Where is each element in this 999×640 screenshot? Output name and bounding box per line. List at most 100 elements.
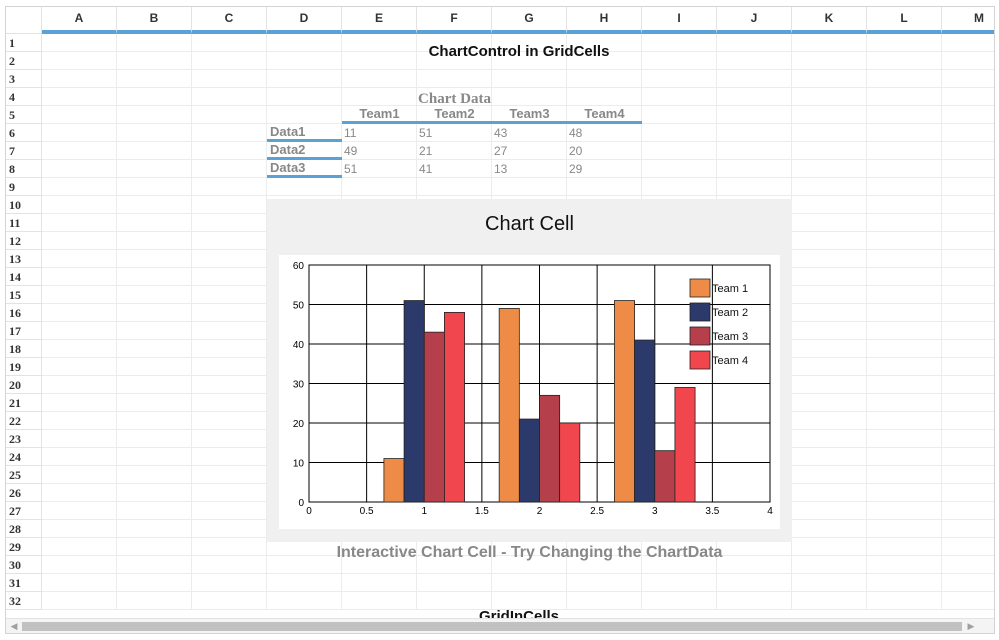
- column-header-c[interactable]: C: [192, 7, 267, 34]
- row-header-30[interactable]: 30: [6, 556, 42, 574]
- row-header-17[interactable]: 17: [6, 322, 42, 340]
- chart-bar-team-3[interactable]: [423, 331, 445, 503]
- chart-bar-team-1[interactable]: [614, 300, 635, 503]
- chart-cell-caption: Interactive Chart Cell - Try Changing th…: [336, 544, 723, 561]
- row-header-9[interactable]: 9: [6, 178, 42, 196]
- table-cell[interactable]: 27: [494, 144, 508, 158]
- chart-bar-team-2[interactable]: [403, 300, 425, 503]
- table-header-rule: [342, 121, 642, 124]
- column-header-i[interactable]: I: [642, 7, 717, 34]
- table-cell[interactable]: 41: [419, 162, 433, 176]
- row-header-32[interactable]: 32: [6, 592, 42, 610]
- select-all-corner[interactable]: [6, 7, 42, 34]
- table-cell[interactable]: 51: [344, 162, 358, 176]
- column-header-l[interactable]: L: [867, 7, 942, 34]
- y-tick-label: 50: [293, 301, 305, 312]
- table-column-header: Team2: [434, 106, 475, 121]
- y-tick-label: 0: [298, 498, 304, 509]
- row-header-4[interactable]: 4: [6, 88, 42, 106]
- legend-swatch[interactable]: [689, 302, 711, 322]
- table-cell[interactable]: 51: [419, 126, 433, 140]
- chart-bar-team-4[interactable]: [674, 387, 696, 503]
- chart-cell[interactable]: Chart Cell 0 0.5 1 1.5 2 2.5 3 3.5 4 0 10 20 30 40 50 6…: [267, 199, 792, 542]
- table-cell[interactable]: 49: [344, 144, 358, 158]
- row-header-6[interactable]: 6: [6, 124, 42, 142]
- scroll-right-arrow-icon[interactable]: ▶: [967, 621, 975, 631]
- column-header-h[interactable]: H: [567, 7, 642, 34]
- table-cell[interactable]: 13: [494, 162, 508, 176]
- row-header-13[interactable]: 13: [6, 250, 42, 268]
- row-header-24[interactable]: 24: [6, 448, 42, 466]
- row-header-3[interactable]: 3: [6, 70, 42, 88]
- chart-bar-team-4[interactable]: [444, 312, 465, 503]
- legend-swatch[interactable]: [689, 350, 711, 370]
- scrollbar-thumb[interactable]: [22, 622, 962, 631]
- row-header-8[interactable]: 8: [6, 160, 42, 178]
- x-tick-label: 3.5: [705, 506, 719, 517]
- table-cell[interactable]: 29: [569, 162, 583, 176]
- table-cell[interactable]: 20: [569, 144, 583, 158]
- chart-bar-team-3[interactable]: [539, 394, 561, 503]
- gridline-horizontal: [42, 105, 994, 106]
- row-header-7[interactable]: 7: [6, 142, 42, 160]
- row-header-27[interactable]: 27: [6, 502, 42, 520]
- row-header-15[interactable]: 15: [6, 286, 42, 304]
- row-header-19[interactable]: 19: [6, 358, 42, 376]
- row-header-18[interactable]: 18: [6, 340, 42, 358]
- chart-bar-team-1[interactable]: [498, 308, 520, 503]
- chart-bar-team-2[interactable]: [518, 418, 540, 503]
- gridline-horizontal: [42, 591, 994, 592]
- column-header-d[interactable]: D: [267, 7, 342, 34]
- chart-bar-team-2[interactable]: [634, 339, 656, 503]
- legend-label[interactable]: Team 2: [712, 307, 748, 319]
- row-header-31[interactable]: 31: [6, 574, 42, 592]
- column-header-g[interactable]: G: [492, 7, 567, 34]
- legend-swatch[interactable]: [689, 278, 711, 298]
- row-header-28[interactable]: 28: [6, 520, 42, 538]
- row-header-16[interactable]: 16: [6, 304, 42, 322]
- table-cell[interactable]: 11: [344, 126, 357, 140]
- table-cell[interactable]: 43: [494, 126, 508, 140]
- gridline-horizontal: [42, 177, 994, 178]
- table-row-label: Data1: [270, 124, 306, 139]
- row-header-2[interactable]: 2: [6, 52, 42, 70]
- chart-bar-team-3[interactable]: [654, 450, 676, 503]
- row-header-23[interactable]: 23: [6, 430, 42, 448]
- column-header-f[interactable]: F: [417, 7, 492, 34]
- row-header-1[interactable]: 1: [6, 34, 42, 52]
- legend-swatch[interactable]: [689, 326, 711, 346]
- row-header-10[interactable]: 10: [6, 196, 42, 214]
- table-column-header: Team3: [509, 106, 550, 121]
- row-header-29[interactable]: 29: [6, 538, 42, 556]
- gridline-horizontal: [42, 573, 994, 574]
- row-header-25[interactable]: 25: [6, 466, 42, 484]
- row-header-26[interactable]: 26: [6, 484, 42, 502]
- legend-label[interactable]: Team 1: [712, 283, 748, 295]
- table-cell[interactable]: 21: [419, 144, 433, 158]
- row-header-21[interactable]: 21: [6, 394, 42, 412]
- legend-label[interactable]: Team 4: [712, 355, 748, 367]
- row-header-11[interactable]: 11: [6, 214, 42, 232]
- row-header-22[interactable]: 22: [6, 412, 42, 430]
- table-cell[interactable]: 48: [569, 126, 583, 140]
- legend-label[interactable]: Team 3: [712, 331, 748, 343]
- gridline-vertical: [266, 34, 267, 610]
- column-header-b[interactable]: B: [117, 7, 192, 34]
- column-header-a[interactable]: A: [42, 7, 117, 34]
- scroll-left-arrow-icon[interactable]: ◀: [10, 621, 18, 631]
- row-header-5[interactable]: 5: [6, 106, 42, 124]
- column-header-m[interactable]: M: [942, 7, 994, 34]
- chart-bar-team-1[interactable]: [383, 458, 405, 503]
- chart-bar-team-4[interactable]: [559, 422, 581, 503]
- column-header-e[interactable]: E: [342, 7, 417, 34]
- column-header-k[interactable]: K: [792, 7, 867, 34]
- gridline-horizontal: [42, 51, 994, 52]
- chart-panel[interactable]: 0 0.5 1 1.5 2 2.5 3 3.5 4 0 10 20 30 40 50 60 Team 1 Team…: [279, 255, 780, 529]
- row-header-12[interactable]: 12: [6, 232, 42, 250]
- horizontal-scrollbar[interactable]: ◀ ▶: [6, 618, 994, 633]
- row-header-14[interactable]: 14: [6, 268, 42, 286]
- column-header-j[interactable]: J: [717, 7, 792, 34]
- row-header-20[interactable]: 20: [6, 376, 42, 394]
